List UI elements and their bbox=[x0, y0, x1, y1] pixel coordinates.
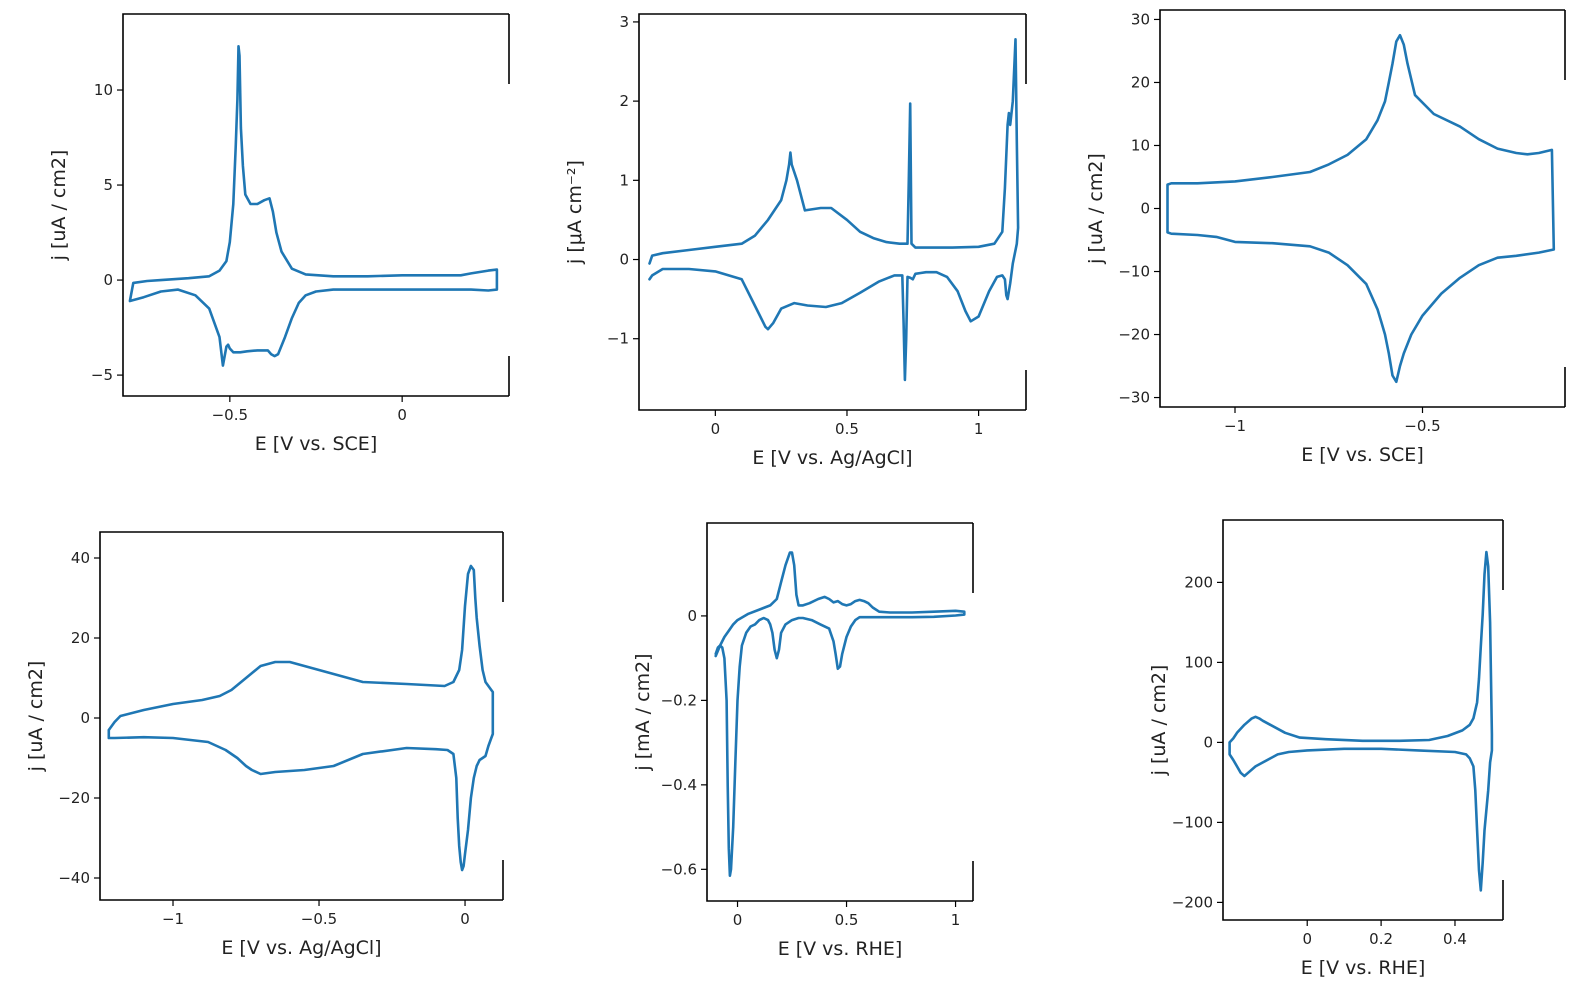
y-tick-label: 20 bbox=[1131, 73, 1150, 91]
y-tick-label: 100 bbox=[1184, 653, 1213, 671]
y-tick-label: 40 bbox=[71, 549, 90, 567]
x-tick-label: 1 bbox=[974, 420, 984, 438]
x-tick-label: 1 bbox=[951, 911, 961, 929]
x-tick-label: 0 bbox=[1302, 930, 1312, 948]
y-tick-label: 10 bbox=[94, 81, 113, 99]
x-axis-label: E [V vs. RHE] bbox=[778, 938, 903, 960]
y-tick-label: −30 bbox=[1118, 389, 1150, 407]
x-tick-label: 0 bbox=[460, 910, 470, 928]
y-axis-label: j [uA / cm2] bbox=[1148, 665, 1170, 777]
y-tick-label: 5 bbox=[103, 176, 113, 194]
y-tick-label: 0 bbox=[1203, 733, 1213, 751]
y-tick-label: −40 bbox=[58, 869, 90, 887]
cv-series-line bbox=[1166, 33, 1556, 384]
y-tick-label: −100 bbox=[1172, 813, 1213, 831]
y-tick-label: −20 bbox=[1118, 326, 1150, 344]
y-axis-label: j [uA / cm2] bbox=[25, 661, 47, 773]
y-tick-label: 20 bbox=[71, 629, 90, 647]
x-axis-label: E [V vs. SCE] bbox=[255, 433, 377, 455]
y-tick-label: 0 bbox=[80, 709, 90, 727]
y-tick-label: −0.2 bbox=[661, 691, 697, 709]
plot-frame bbox=[99, 531, 503, 901]
y-tick-label: 200 bbox=[1184, 573, 1213, 591]
cv-series-line bbox=[648, 38, 1020, 382]
x-tick-label: −1 bbox=[162, 910, 184, 928]
x-tick-label: −1 bbox=[1224, 417, 1246, 435]
x-tick-label: 0.5 bbox=[835, 911, 859, 929]
cv-series-line bbox=[1228, 550, 1494, 892]
x-tick-label: 0 bbox=[733, 911, 743, 929]
x-tick-label: 0.4 bbox=[1443, 930, 1467, 948]
x-axis-label: E [V vs. Ag/AgCl] bbox=[752, 447, 912, 469]
y-tick-label: 0 bbox=[1140, 200, 1150, 218]
y-axis-label: j [μA cm⁻²] bbox=[564, 160, 586, 265]
y-tick-label: 1 bbox=[619, 171, 629, 189]
cv-panel-4: −1 −0.5 0 40 20 0 −20 −40 E [V vs. Ag/AgCl] j [uA… bbox=[25, 531, 504, 959]
plot-frame bbox=[122, 13, 509, 397]
y-tick-label: −1 bbox=[607, 330, 629, 348]
plot-frame bbox=[1159, 9, 1565, 408]
y-tick-label: 30 bbox=[1131, 10, 1150, 28]
y-tick-label: −10 bbox=[1118, 263, 1150, 281]
plot-frame bbox=[638, 13, 1026, 411]
cv-series-line bbox=[714, 551, 966, 877]
y-tick-label: −20 bbox=[58, 789, 90, 807]
x-axis-label: E [V vs. Ag/AgCl] bbox=[221, 937, 381, 959]
y-axis-label: j [uA / cm2] bbox=[1085, 153, 1107, 265]
cv-panel-1: −0.5 0 10 5 0 −5 E [V vs. SCE] j [uA / cm2] bbox=[48, 13, 510, 455]
x-tick-label: 0.2 bbox=[1369, 930, 1393, 948]
y-tick-label: 0 bbox=[103, 271, 113, 289]
x-axis-label: E [V vs. RHE] bbox=[1301, 957, 1426, 979]
x-tick-label: −0.5 bbox=[301, 910, 337, 928]
y-axis-label: j [uA / cm2] bbox=[48, 150, 70, 262]
y-tick-label: 10 bbox=[1131, 136, 1150, 154]
x-axis-label: E [V vs. SCE] bbox=[1301, 444, 1423, 466]
x-tick-label: −0.5 bbox=[1404, 417, 1440, 435]
y-tick-label: 2 bbox=[619, 92, 629, 110]
cv-series-line bbox=[128, 45, 499, 367]
x-tick-label: 0 bbox=[397, 406, 407, 424]
y-axis-label: j [mA / cm2] bbox=[632, 653, 654, 771]
y-tick-label: −5 bbox=[91, 366, 113, 384]
cv-series-line bbox=[107, 564, 495, 872]
cv-panel-6: 0 0.2 0.4 200 100 0 −100 −200 E [V vs. RHE] j [uA… bbox=[1148, 519, 1504, 979]
plot-frame bbox=[706, 522, 973, 902]
y-tick-label: −0.6 bbox=[661, 860, 697, 878]
y-tick-label: 3 bbox=[619, 13, 629, 31]
y-tick-label: −0.4 bbox=[661, 776, 697, 794]
x-tick-label: 0 bbox=[711, 420, 721, 438]
y-tick-label: −200 bbox=[1172, 893, 1213, 911]
cv-panel-5: 0 0.5 1 0 −0.2 −0.4 −0.6 E [V vs. RHE] j [mA / c… bbox=[632, 522, 974, 960]
y-tick-label: 0 bbox=[619, 251, 629, 269]
plot-frame bbox=[1222, 519, 1503, 921]
x-tick-label: −0.5 bbox=[212, 406, 248, 424]
y-tick-label: 0 bbox=[687, 607, 697, 625]
cv-panel-3: −1 −0.5 30 20 10 0 −10 −20 −30 E [V vs. SCE] j [uA… bbox=[1085, 9, 1566, 466]
x-tick-label: 0.5 bbox=[835, 420, 859, 438]
cv-panel-2: 0 0.5 1 3 2 1 0 −1 E [V vs. Ag/AgCl] j [μA cm⁻²] bbox=[564, 13, 1027, 469]
